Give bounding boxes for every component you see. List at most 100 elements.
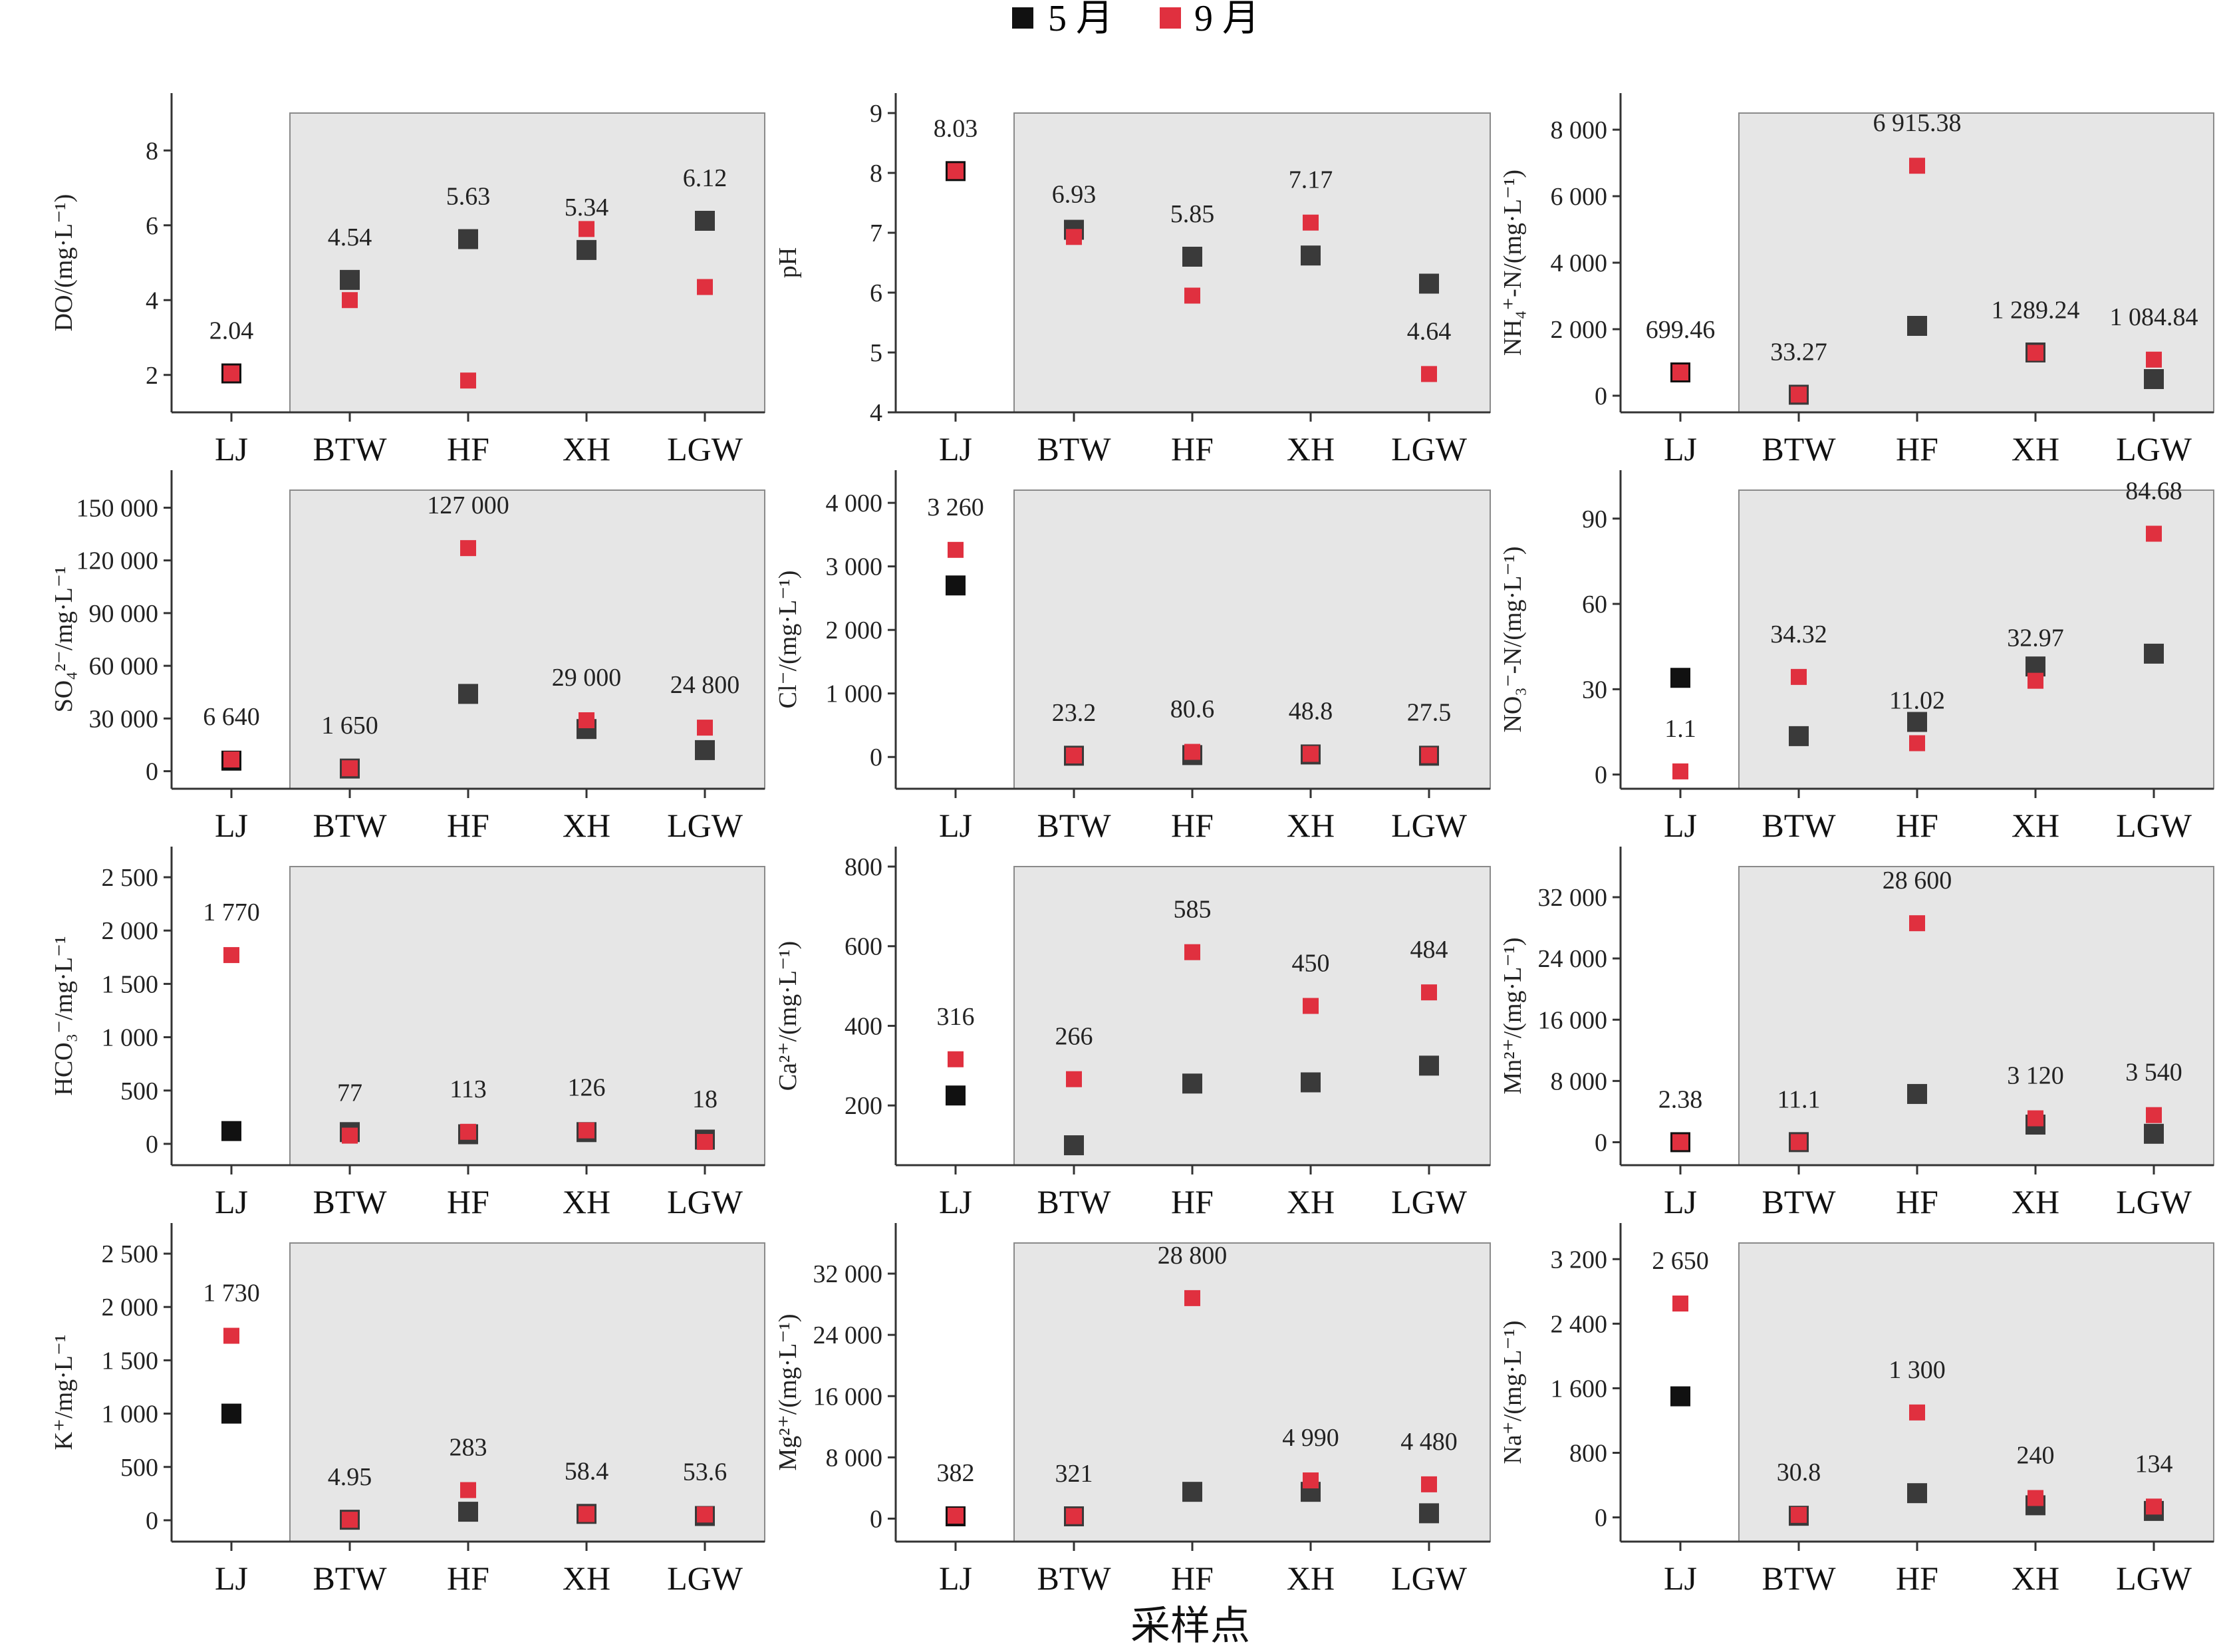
point-sep-xh	[579, 221, 594, 237]
point-sep-btw	[342, 1512, 358, 1528]
y-tick-label: 60	[1582, 591, 1607, 619]
point-may-hf	[458, 684, 478, 704]
y-tick-label: 24 000	[1538, 945, 1608, 973]
x-tick-label-xh: XH	[563, 1183, 610, 1220]
y-tick-label: 800	[845, 853, 882, 881]
data-label-lj: 8.03	[934, 114, 978, 142]
y-tick-label: 500	[120, 1454, 158, 1482]
y-tick-label: 2 000	[102, 1294, 159, 1321]
legend: 5 月 9 月	[1012, 0, 1259, 39]
data-label-lgw: 3 540	[2125, 1059, 2182, 1087]
data-label-lj: 2 650	[1652, 1247, 1709, 1275]
x-tick-label-lj: LJ	[939, 1183, 972, 1220]
point-sep-xh	[2028, 344, 2043, 361]
y-tick-label: 2 000	[1551, 316, 1608, 344]
y-tick-label: 5	[870, 339, 882, 367]
point-may-lgw	[2144, 643, 2164, 664]
point-sep-btw	[1791, 1506, 1807, 1523]
data-label-lgw: 24 800	[670, 671, 740, 699]
y-tick-label: 90 000	[89, 600, 159, 628]
data-label-btw: 23.2	[1052, 699, 1097, 727]
data-label-lgw: 6.12	[683, 164, 727, 192]
shaded-region	[1013, 489, 1491, 789]
data-label-btw: 33.27	[1770, 338, 1827, 366]
x-tick-label-btw: BTW	[1762, 807, 1836, 844]
point-sep-hf	[460, 372, 476, 389]
y-tick-label: 3 200	[1551, 1246, 1608, 1274]
x-tick-label-hf: HF	[1171, 430, 1214, 468]
point-sep-btw	[1791, 386, 1807, 403]
panel-10: 0 500 1 000 1 500 2 000 2 500 LJ BTW HF XH LGW K⁺/m…	[50, 1223, 765, 1597]
point-may-lgw	[695, 211, 715, 231]
x-tick-label-xh: XH	[2012, 1560, 2059, 1597]
legend-swatch-may	[1012, 7, 1033, 29]
x-tick-label-lgw: LGW	[2116, 807, 2192, 844]
x-tick-label-lj: LJ	[1664, 807, 1697, 844]
point-may-hf	[1907, 712, 1927, 732]
point-sep-btw	[342, 760, 358, 777]
point-sep-lj	[223, 1327, 239, 1344]
point-sep-btw	[1066, 748, 1082, 764]
y-tick-label: 16 000	[813, 1383, 883, 1411]
point-sep-lgw	[697, 1134, 713, 1151]
data-label-xh: 5.34	[565, 194, 609, 221]
data-label-hf: 5.85	[1170, 200, 1215, 228]
panel-4: 0 30 000 60 000 90 000 120 000 150 000 LJ BTW HF…	[50, 470, 765, 844]
panel-5: 0 1 000 2 000 3 000 4 000 LJ BTW HF XH LGW Cl⁻/(mg…	[774, 470, 1491, 844]
point-sep-lj	[1672, 763, 1688, 779]
point-may-btw	[1789, 726, 1809, 746]
data-label-lj: 1.1	[1664, 715, 1696, 743]
y-tick-label: 120 000	[76, 547, 159, 575]
x-tick-label-hf: HF	[1896, 807, 1938, 844]
data-label-lgw: 134	[2135, 1450, 2173, 1478]
y-axis-label: K⁺/mg·L⁻¹	[50, 1335, 78, 1450]
y-axis-label: NO₃⁻-N/(mg·L⁻¹)	[1499, 546, 1527, 732]
x-tick-label-hf: HF	[447, 1560, 489, 1597]
point-sep-btw	[1791, 668, 1807, 685]
panel-6: 0 30 60 90 LJ BTW HF XH LGW NO₃⁻-N/(mg·L⁻¹) 1.1 34.…	[1499, 470, 2214, 844]
point-may-lj	[221, 1403, 241, 1424]
y-tick-label: 0	[1595, 761, 1607, 789]
point-sep-xh	[1303, 998, 1319, 1014]
point-sep-xh	[1303, 1472, 1319, 1489]
y-tick-label: 0	[146, 758, 158, 786]
data-label-xh: 1 289.24	[1992, 297, 2080, 325]
shaded-region	[289, 112, 765, 413]
data-label-lj: 2.04	[209, 317, 254, 345]
data-label-xh: 240	[2017, 1441, 2055, 1469]
data-label-lj: 1 770	[203, 898, 260, 926]
data-label-lgw: 4 480	[1400, 1428, 1458, 1456]
y-tick-label: 2 000	[826, 617, 883, 644]
x-tick-label-lgw: LGW	[667, 430, 743, 468]
y-tick-label: 16 000	[1538, 1006, 1608, 1034]
data-label-lj: 382	[937, 1459, 975, 1487]
y-axis-label: DO/(mg·L⁻¹)	[50, 194, 78, 332]
point-may-hf	[1182, 1482, 1202, 1502]
data-label-xh: 450	[1292, 950, 1330, 978]
data-label-btw: 30.8	[1777, 1458, 1821, 1486]
x-tick-label-lj: LJ	[939, 1560, 972, 1597]
point-sep-btw	[1066, 1071, 1082, 1087]
x-tick-label-lj: LJ	[939, 430, 972, 468]
shaded-region	[1738, 489, 2214, 789]
point-sep-btw	[1791, 1134, 1807, 1151]
panel-8: 200 400 600 800 LJ BTW HF XH LGW Ca²⁺/(mg·L⁻¹) 316…	[774, 847, 1491, 1220]
y-axis-label: NH₄⁺-N/(mg·L⁻¹)	[1499, 170, 1527, 356]
point-sep-lgw	[1421, 1476, 1437, 1492]
point-may-lj	[946, 1085, 966, 1106]
point-sep-hf	[460, 1482, 476, 1498]
x-tick-label-btw: BTW	[313, 430, 387, 468]
y-tick-label: 4 000	[826, 489, 883, 517]
data-label-lj: 3 260	[927, 493, 984, 521]
x-tick-label-hf: HF	[447, 807, 489, 844]
x-tick-label-btw: BTW	[1037, 1560, 1111, 1597]
y-axis-label: Cl⁻/(mg·L⁻¹)	[774, 571, 802, 709]
data-label-btw: 11.1	[1777, 1085, 1820, 1113]
y-tick-label: 4 000	[1551, 249, 1608, 277]
x-tick-label-lj: LJ	[939, 807, 972, 844]
data-label-hf: 585	[1174, 896, 1212, 924]
y-tick-label: 2	[146, 362, 158, 390]
data-label-xh: 4 990	[1282, 1424, 1339, 1452]
x-axis-title: 采样点	[1130, 1604, 1250, 1648]
data-label-btw: 34.32	[1770, 620, 1827, 648]
